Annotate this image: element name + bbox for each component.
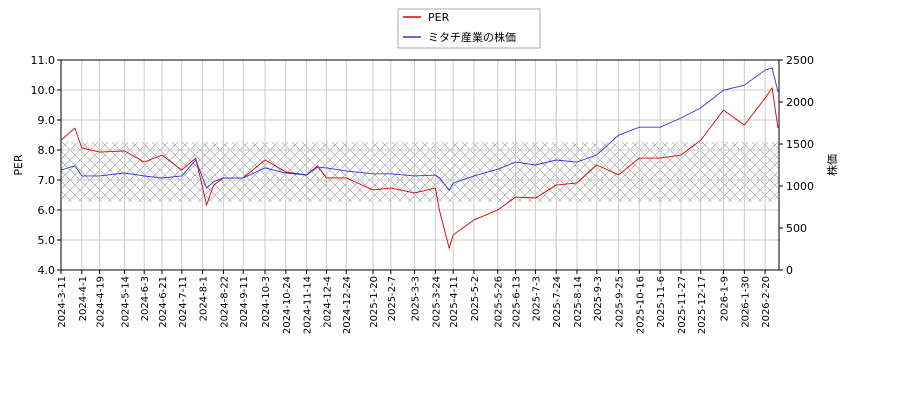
x-tick-label: 2024-3-11 [57,276,68,328]
y2-tick-label: 2500 [786,54,814,67]
x-tick-label: 2024-4-1 [78,276,89,321]
x-tick-label: 2025-3-24 [431,276,442,328]
x-tick-label: 2024-11-14 [303,276,314,334]
x-tick-label: 2025-12-17 [697,276,708,334]
series-line [60,67,779,192]
plot-frame [60,59,780,271]
y2-tick-label: 1000 [786,180,814,193]
y2-tick-label: 2000 [786,96,814,109]
x-tick-label: 2024-7-11 [178,276,189,328]
x-tick-label: 2026-1-30 [740,276,751,328]
x-tick-label: 2025-11-6 [656,276,667,328]
y-tick-label: 6.0 [38,204,56,217]
y-axis-label: PER [12,154,25,176]
x-tick-label: 2025-8-14 [573,276,584,328]
y-tick-label: 7.0 [38,174,56,187]
x-tick-label: 2025-4-11 [449,276,460,328]
y2-axis-label: 株価 [825,154,839,176]
y-tick-label: 10.0 [31,84,56,97]
y2-tick-label: 1500 [786,138,814,151]
x-tick-label: 2026-2-20 [761,276,772,328]
legend-label: PER [428,11,450,24]
x-tick-label: 2024-10-3 [261,276,272,328]
x-tick-label: 2024-6-3 [140,276,151,321]
x-tick-label: 2024-8-22 [219,276,230,328]
y2-tick-label: 0 [786,264,793,277]
x-tick-label: 2026-1-9 [720,276,731,321]
x-tick-label: 2025-5-2 [470,276,481,321]
x-tick-label: 2024-4-19 [96,276,107,328]
shaded-range [61,141,779,202]
y-tick-label: 11.0 [31,54,56,67]
legend-label: ミタチ産業の株価 [428,30,516,44]
x-tick-label: 2024-5-14 [120,276,131,328]
y2-tick-label: 500 [786,222,807,235]
x-tick-label: 2025-9-25 [615,276,626,328]
x-tick-label: 2024-9-11 [239,276,250,328]
x-tick-label: 2024-8-1 [199,276,210,321]
x-tick-label: 2024-12-24 [342,276,353,334]
y-tick-label: 8.0 [38,144,56,157]
y-tick-label: 5.0 [38,234,56,247]
x-tick-label: 2025-7-3 [531,276,542,321]
x-tick-label: 2025-2-7 [387,276,398,321]
x-tick-label: 2025-1-20 [369,276,380,328]
x-tick-label: 2024-6-21 [158,276,169,328]
x-tick-label: 2024-12-4 [322,276,333,328]
legend: PER ミタチ産業の株価 [397,8,541,49]
x-tick-label: 2025-6-13 [512,276,523,328]
x-tick-label: 2024-10-24 [282,276,293,334]
x-tick-label: 2025-10-16 [635,276,646,334]
series-line [60,86,779,250]
x-tick-label: 2025-3-3 [411,276,422,321]
x-tick-label: 2025-9-3 [593,276,604,321]
x-tick-label: 2025-11-27 [677,276,688,334]
y-tick-label: 9.0 [38,114,56,127]
x-tick-label: 2025-5-26 [494,276,505,328]
y-tick-label: 4.0 [38,264,56,277]
x-tick-label: 2025-7-24 [552,276,563,328]
legend-box [397,8,541,49]
